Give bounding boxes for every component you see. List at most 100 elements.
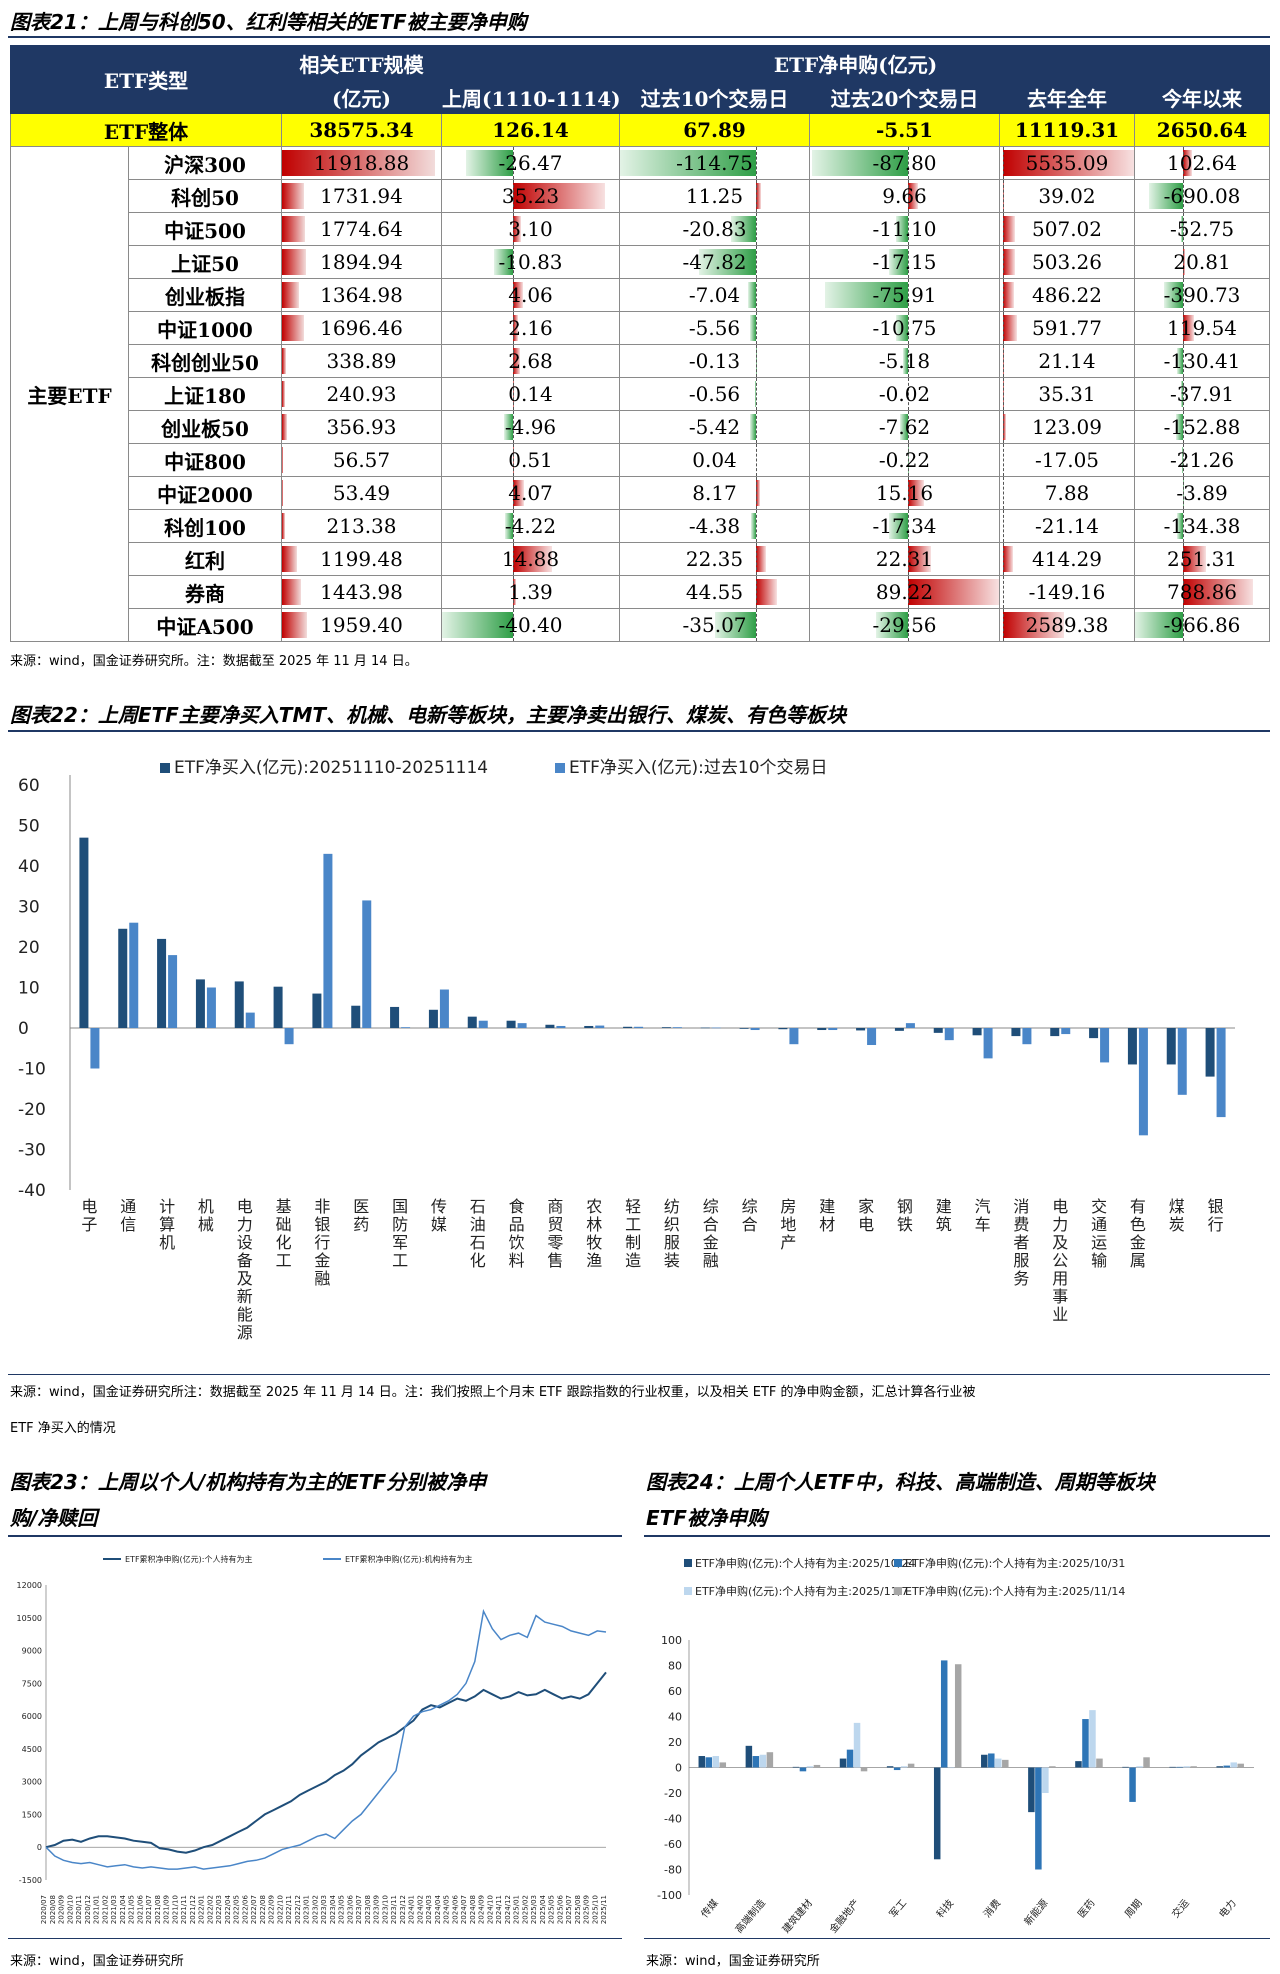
bar-last-week	[312, 993, 322, 1028]
fig22-title: 图表22：上周ETF主要净买入TMT、机械、电新等板块，主要净卖出银行、煤炭、有…	[10, 703, 846, 727]
bar-week-2	[1176, 1766, 1183, 1768]
header-ytd: 今年以来	[1134, 80, 1271, 114]
x-tick-label: 食品饮料	[509, 1197, 525, 1270]
bar-past10	[750, 1028, 760, 1031]
value-text: -0.22	[878, 448, 931, 472]
x-tick-label: 纺织服装	[664, 1197, 680, 1270]
bar-axis	[1002, 576, 1004, 608]
etf-value-cell: -4.38	[619, 509, 811, 543]
bar-week-2	[893, 1767, 901, 1771]
x-tick-label: 建筑	[936, 1197, 952, 1234]
value-text: 44.55	[685, 580, 744, 604]
y-tick-label: 7500	[22, 1679, 42, 1688]
bar-axis	[1183, 609, 1185, 641]
bar-last-week	[273, 986, 283, 1028]
etf-value-cell: 251.31	[1134, 542, 1271, 576]
data-bar	[756, 546, 767, 572]
bar-week-1	[1075, 1761, 1082, 1768]
y-tick-label: 60	[668, 1685, 682, 1698]
bar-axis	[1002, 279, 1004, 311]
bar-axis	[512, 147, 514, 179]
etf-value-cell: -37.91	[1134, 377, 1271, 411]
x-tick-label: 石油石化	[470, 1197, 486, 1270]
bar-axis	[756, 180, 758, 212]
etf-value-cell: -47.82	[619, 245, 811, 279]
value-text: -40.40	[498, 613, 563, 637]
x-tick-label: 2024/04	[434, 1895, 442, 1925]
x-tick-label: 金融地产	[826, 1897, 862, 1935]
bar-last-week	[700, 1027, 710, 1029]
data-bar	[1183, 315, 1194, 341]
data-bar	[756, 579, 777, 605]
value-text: 123.09	[1032, 415, 1102, 439]
bar-week-2	[988, 1753, 995, 1768]
bar-axis	[512, 312, 514, 344]
etf-value-cell: 338.89	[281, 344, 443, 378]
bar-week-3	[995, 1758, 1002, 1768]
y-tick-label: 80	[668, 1660, 682, 1673]
value-text: 0.14	[508, 382, 553, 406]
x-tick-label: 2021/08	[154, 1895, 162, 1924]
bar-last-week	[545, 1024, 555, 1028]
bar-axis	[1183, 312, 1185, 344]
etf-value-cell: 89.22	[809, 575, 1001, 609]
etf-value-cell: 123.09	[999, 410, 1136, 444]
value-text: 788.86	[1167, 580, 1238, 604]
etf-value-cell: 1959.40	[281, 608, 443, 642]
data-bar	[875, 612, 909, 638]
bar-week-3	[1042, 1767, 1049, 1793]
value-text: 11.25	[685, 184, 744, 208]
bar-axis	[908, 213, 910, 245]
etf-value-cell: 3.10	[441, 212, 621, 246]
etf-name: 创业板指	[127, 278, 283, 312]
value-text: 11918.88	[313, 151, 410, 175]
value-text: -17.34	[872, 514, 937, 538]
etf-row: 科创50 1731.94 35.23 11.25 9.66 39.02 -690.08	[11, 179, 1271, 213]
legend-label: ETF累积净申购(亿元):个人持有为主	[125, 1554, 252, 1564]
bar-axis	[512, 576, 514, 608]
bar-axis	[756, 246, 758, 278]
value-text: 39.02	[1038, 184, 1096, 208]
etf-value-cell: 9.66	[809, 179, 1001, 213]
data-bar	[282, 249, 307, 275]
bar-axis	[512, 510, 514, 542]
x-tick-label: 通信	[120, 1197, 136, 1234]
bar-axis	[1183, 279, 1185, 311]
y-tick-label: 40	[18, 857, 40, 877]
etf-value-cell: 213.38	[281, 509, 443, 543]
bar-week-4	[719, 1762, 727, 1768]
value-text: 1364.98	[320, 283, 403, 307]
etf-value-cell: 35.23	[441, 179, 621, 213]
bar-axis	[1002, 312, 1004, 344]
etf-value-cell: -0.13	[619, 344, 811, 378]
bar-week-1	[792, 1766, 800, 1768]
bar-axis	[756, 378, 758, 410]
x-tick-label: 新能源	[1021, 1897, 1050, 1928]
bar-past10	[595, 1025, 605, 1028]
fig21-source: 来源：wind，国金证券研究所。注：数据截至 2025 年 11 月 14 日。	[10, 654, 418, 669]
value-text: -5.42	[688, 415, 741, 439]
x-tick-label: 医药	[353, 1197, 369, 1234]
bar-past10	[284, 1028, 294, 1045]
bar-past10	[634, 1026, 644, 1028]
value-text: -4.22	[504, 514, 557, 538]
value-text: 356.93	[326, 415, 397, 439]
bar-axis	[1002, 213, 1004, 245]
etf-value-cell: 44.55	[619, 575, 811, 609]
value-text: -7.62	[878, 415, 931, 439]
bar-last-week	[739, 1028, 749, 1029]
bar-axis	[1183, 213, 1185, 245]
value-text: -390.73	[1163, 283, 1241, 307]
value-text: -10.83	[498, 250, 563, 274]
bar-last-week	[933, 1028, 943, 1033]
value-text: 9.66	[882, 184, 927, 208]
etf-value-cell: 414.29	[999, 542, 1136, 576]
etf-name: 沪深300	[127, 146, 283, 180]
bar-axis	[1183, 246, 1185, 278]
value-text: -35.07	[682, 613, 747, 637]
x-tick-label: 2022/09	[268, 1895, 276, 1924]
bar-last-week	[234, 981, 244, 1028]
data-bar	[282, 315, 304, 341]
bar-past10	[1177, 1028, 1187, 1095]
value-text: -7.04	[688, 283, 741, 307]
